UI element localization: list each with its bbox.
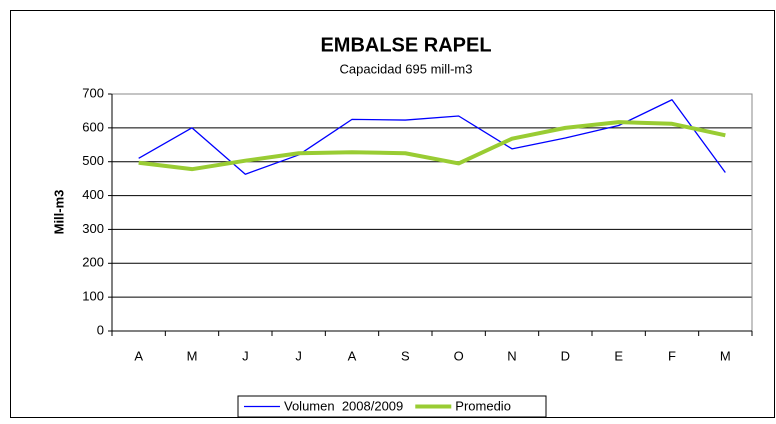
- y-tick-label: 200: [82, 255, 104, 270]
- x-tick-label: D: [561, 348, 570, 363]
- x-tick-label: A: [134, 348, 143, 363]
- x-tick-label: M: [187, 348, 198, 363]
- chart-frame: [10, 10, 775, 418]
- chart-subtitle: Capacidad 695 mill-m3: [340, 61, 473, 76]
- y-axis-label: Mill-m3: [51, 190, 66, 235]
- x-tick-label: E: [614, 348, 623, 363]
- y-tick-label: 500: [82, 153, 104, 168]
- series-line: [138, 120, 726, 172]
- y-tick-label: 600: [82, 119, 104, 134]
- y-tick-label: 0: [97, 322, 104, 337]
- x-tick-label: O: [454, 348, 464, 363]
- y-tick-label: 700: [82, 85, 104, 100]
- x-tick-label: N: [507, 348, 516, 363]
- x-tick-label: J: [242, 348, 249, 363]
- y-tick-label: 400: [82, 187, 104, 202]
- legend-box: [237, 395, 547, 418]
- x-tick-label: A: [348, 348, 357, 363]
- legend-label: Promedio: [455, 398, 511, 413]
- legend-label: Volumen 2008/2009: [284, 398, 403, 413]
- x-tick-label: M: [720, 348, 731, 363]
- y-tick-label: 300: [82, 221, 104, 236]
- x-tick-label: S: [401, 348, 410, 363]
- y-tick-label: 100: [82, 289, 104, 304]
- x-tick-label: J: [295, 348, 302, 363]
- x-tick-label: F: [668, 348, 676, 363]
- chart-title: EMBALSE RAPEL: [320, 34, 491, 56]
